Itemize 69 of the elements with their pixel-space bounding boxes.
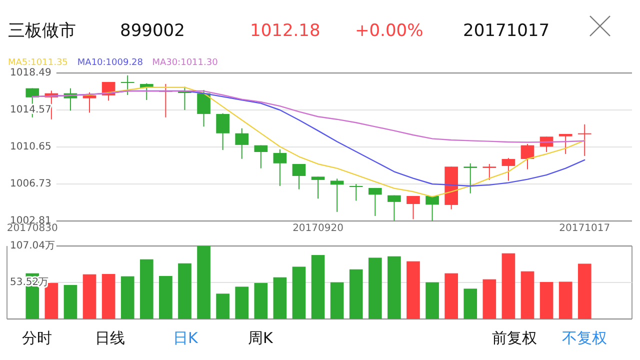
- x-tick-label: 20171017: [559, 223, 610, 234]
- bar: [368, 258, 382, 319]
- text: 分时: [22, 329, 52, 347]
- bar: [140, 259, 154, 319]
- candlestick: [254, 144, 268, 169]
- candlestick: [406, 195, 420, 220]
- bar: [406, 261, 420, 319]
- bar: [540, 282, 554, 319]
- text: MA10:1009.28: [77, 58, 144, 68]
- text: 日线: [95, 329, 125, 347]
- bar: [120, 276, 134, 319]
- bar: [159, 276, 172, 319]
- candlestick: [368, 187, 382, 216]
- bar: [102, 274, 116, 319]
- text: 1012.18: [250, 21, 320, 41]
- candlestick: [273, 148, 287, 186]
- bar: [349, 269, 363, 319]
- bar: [482, 279, 496, 319]
- candlestick: [464, 162, 478, 194]
- bar: [520, 271, 534, 319]
- bar: [426, 282, 439, 319]
- bar: [558, 282, 572, 319]
- bar: [254, 282, 268, 319]
- candlestick: [120, 74, 134, 96]
- candlestick: [482, 163, 496, 180]
- y-tick-label: 1010.65: [10, 142, 52, 152]
- text: MA5:1011.35: [8, 58, 68, 68]
- bar: [64, 284, 78, 319]
- bar: [235, 286, 249, 319]
- bar: [82, 274, 96, 319]
- candlestick: [349, 184, 363, 202]
- candlestick: [216, 112, 230, 151]
- bar: [578, 264, 592, 319]
- bar: [197, 246, 210, 319]
- candlestick: [311, 176, 325, 200]
- candlestick: [292, 163, 306, 190]
- bar: [464, 288, 478, 319]
- y-tick-label: 1018.49: [10, 68, 52, 78]
- text: 20171017: [463, 21, 550, 41]
- bar: [502, 253, 516, 319]
- candlestick: [82, 92, 96, 114]
- y-tick-label: 107.04万: [10, 240, 55, 252]
- bar: [292, 266, 306, 319]
- text: 899002: [120, 21, 185, 41]
- candlestick: [388, 194, 401, 222]
- candlestick: [235, 128, 249, 160]
- bar: [178, 263, 192, 319]
- candlestick: [520, 143, 534, 170]
- candlestick: [558, 133, 572, 154]
- text: 不复权: [562, 329, 607, 347]
- bar: [444, 273, 458, 319]
- text: MA30:1011.30: [152, 58, 218, 68]
- text: 前复权: [492, 329, 537, 347]
- y-tick-label: 1006.73: [10, 178, 52, 190]
- x-tick-label: 20170920: [292, 223, 344, 234]
- text: 周K: [248, 329, 274, 347]
- candlestick: [502, 157, 516, 182]
- candlestick: [578, 124, 592, 156]
- bar: [311, 255, 325, 319]
- text: +0.00%: [355, 21, 424, 41]
- bar: [216, 294, 230, 319]
- candlestick: [330, 178, 344, 212]
- bar: [330, 282, 344, 319]
- chart-title: 三板做市: [8, 21, 76, 41]
- candlestick: [426, 195, 439, 222]
- text: 日K: [173, 329, 199, 347]
- bar: [273, 277, 287, 319]
- bar: [388, 256, 401, 319]
- candlestick: [197, 89, 210, 128]
